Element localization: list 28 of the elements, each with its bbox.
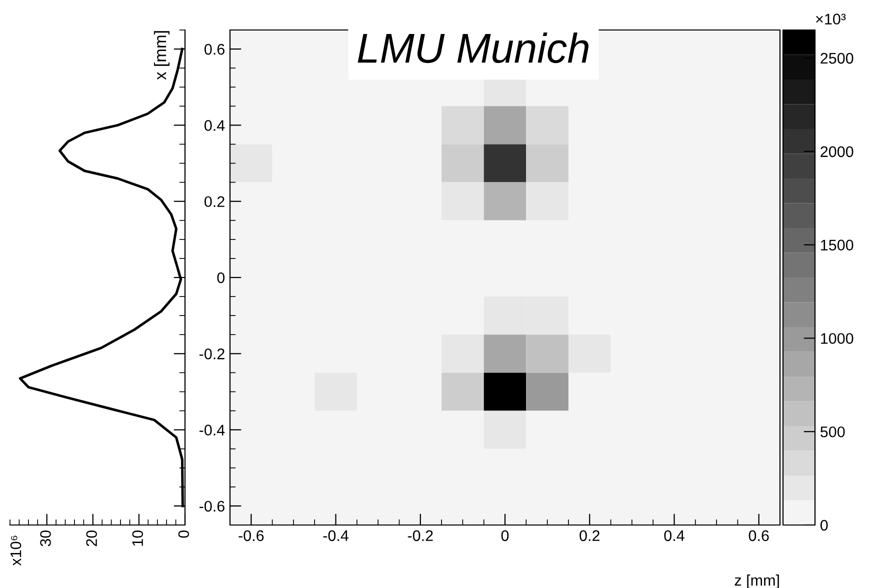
y-tick-label: -0.2	[199, 348, 224, 360]
x-tick-label: 0.2	[580, 530, 600, 542]
x-tick-label: 0	[178, 530, 190, 538]
x-tick-label: -0.6	[238, 530, 264, 542]
color-bar-label: 0	[820, 520, 828, 531]
x-tick-label: 10	[132, 530, 144, 546]
x-tick-label: -0.2	[408, 530, 433, 542]
y-tick-label: 0	[217, 272, 225, 284]
x-tick-label: 0.4	[664, 530, 684, 542]
chart-title: LMU Munich	[358, 32, 588, 64]
y-tick-label: -0.4	[199, 424, 225, 436]
color-bar-title: ×10³	[816, 14, 846, 25]
x-tick-label: 20	[86, 530, 97, 546]
color-bar-label: 2000	[820, 146, 854, 158]
y-tick-label: -0.6	[199, 500, 224, 512]
y-tick-label: 0.6	[204, 44, 224, 55]
color-bar-label: 1000	[821, 333, 854, 344]
color-bar-label: 500	[820, 426, 845, 438]
color-bar-label: 1500	[821, 240, 854, 250]
text: x10⁶	[10, 536, 22, 566]
x-tick-label: 30	[40, 530, 51, 546]
x-tick-label: 0.6	[748, 530, 769, 542]
x-tick-label: 0	[501, 530, 509, 542]
color-bar-label: 2500	[820, 52, 854, 64]
y-axis-title: x [mm]	[154, 31, 170, 80]
y-tick-label: 0.2	[204, 196, 224, 208]
x-tick-label: -0.4	[323, 530, 348, 542]
y-tick-label: 0.4	[204, 120, 225, 131]
